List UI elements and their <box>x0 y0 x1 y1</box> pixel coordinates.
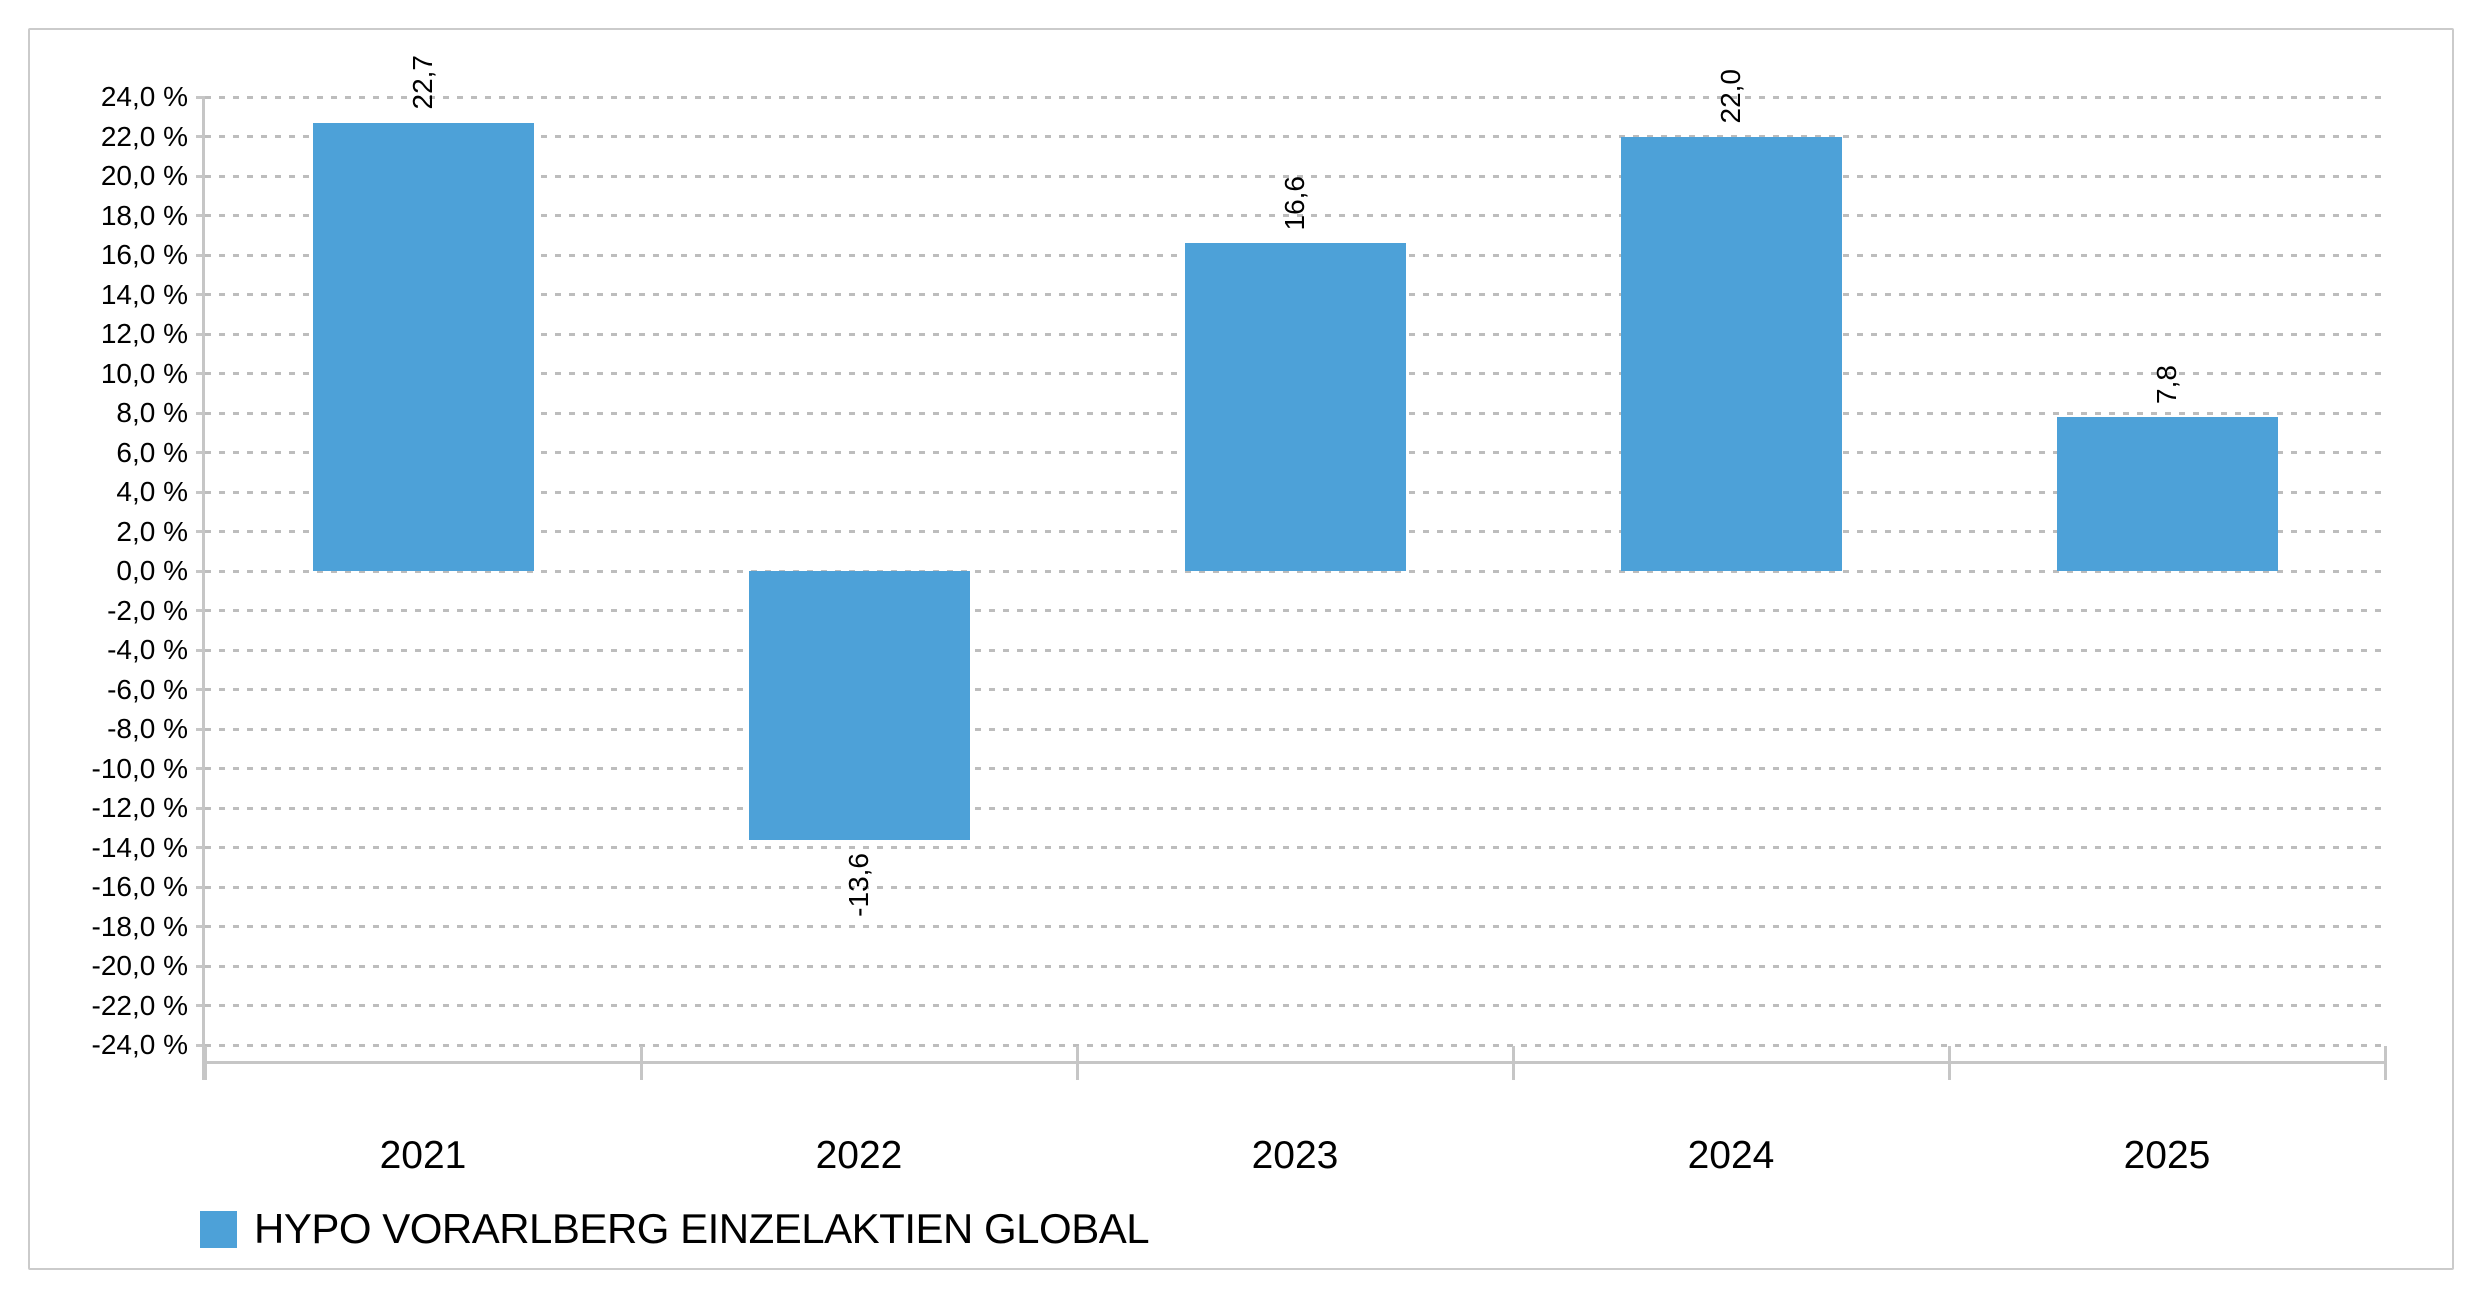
gridline <box>205 609 2385 612</box>
x-axis-label: 2023 <box>1251 1134 1339 1177</box>
y-axis-tick-label: -6,0 % <box>107 673 188 705</box>
gridline <box>205 767 2385 770</box>
bar-value-label: 22,0 <box>1715 69 1746 124</box>
y-axis-tick <box>196 846 205 849</box>
gridline <box>205 214 2385 217</box>
y-axis-tick-label: 12,0 % <box>100 318 188 349</box>
y-axis-tick-label: -10,0 % <box>91 752 189 784</box>
x-axis-tick <box>1075 1046 1079 1080</box>
y-axis-tick-label: -4,0 % <box>107 634 188 665</box>
gridline <box>205 95 2385 99</box>
y-axis-tick <box>196 885 205 889</box>
bar-value-label: 16,6 <box>1279 175 1310 231</box>
gridline <box>205 569 2385 573</box>
y-axis-tick <box>196 1004 205 1007</box>
y-axis-tick-label: 8,0 % <box>116 397 188 428</box>
bar <box>748 571 970 840</box>
y-axis-tick-label: -16,0 % <box>91 871 189 902</box>
gridline <box>205 174 2385 178</box>
y-axis-tick-label: -2,0 % <box>107 594 188 626</box>
y-axis-tick-label: -14,0 % <box>91 831 189 863</box>
y-axis-line <box>202 97 205 1080</box>
y-axis-tick <box>196 214 205 217</box>
bar-value-label: -13,6 <box>843 852 874 917</box>
bar <box>1184 243 1406 571</box>
y-axis-tick <box>196 609 205 612</box>
y-axis-tick <box>196 372 205 375</box>
gridline <box>205 964 2385 968</box>
gridline <box>205 846 2385 849</box>
x-axis-tick <box>639 1046 643 1080</box>
y-axis-tick-label: 14,0 % <box>100 278 188 310</box>
y-axis-tick <box>196 1043 205 1047</box>
y-axis-tick <box>196 332 205 336</box>
y-axis-tick-label: 0,0 % <box>116 555 188 586</box>
y-axis-tick <box>196 530 205 533</box>
gridline <box>205 1043 2385 1047</box>
y-axis-tick <box>196 925 205 928</box>
x-axis-label: 2022 <box>815 1134 903 1177</box>
y-axis-tick-label: -22,0 % <box>91 989 189 1021</box>
gridline <box>205 1004 2385 1007</box>
y-axis-tick-label: 2,0 % <box>116 515 188 547</box>
legend-swatch <box>200 1210 237 1248</box>
gridline <box>205 806 2385 810</box>
bar-value-label: 7,8 <box>2151 365 2182 404</box>
gridline <box>205 885 2385 889</box>
gridline <box>205 648 2385 652</box>
x-axis-label: 2021 <box>379 1134 467 1177</box>
y-axis-tick <box>196 253 205 257</box>
y-axis-tick-label: 10,0 % <box>100 357 188 389</box>
y-axis-tick <box>196 95 205 99</box>
x-axis-label: 2024 <box>1687 1134 1775 1177</box>
gridline <box>205 727 2385 731</box>
x-axis-tick <box>1947 1046 1951 1080</box>
y-axis-tick <box>196 727 205 731</box>
y-axis-tick-label: 18,0 % <box>100 199 188 231</box>
y-axis-tick-label: -8,0 % <box>107 713 188 744</box>
y-axis-tick <box>196 806 205 810</box>
y-axis-tick <box>196 174 205 178</box>
legend: HYPO VORARLBERG EINZELAKTIEN GLOBAL <box>200 1204 1150 1254</box>
gridline <box>205 688 2385 691</box>
y-axis-tick <box>196 964 205 968</box>
y-axis-tick-label: -20,0 % <box>91 950 189 981</box>
y-axis-tick <box>196 688 205 691</box>
bar <box>1620 136 1842 571</box>
y-axis-tick <box>196 451 205 454</box>
y-axis-tick-label: -18,0 % <box>91 910 189 942</box>
y-axis-tick-label: 6,0 % <box>116 436 188 468</box>
bar <box>312 122 534 571</box>
y-axis-tick <box>196 293 205 296</box>
x-axis-tick <box>1511 1046 1515 1080</box>
y-axis-tick-label: 16,0 % <box>100 239 188 270</box>
y-axis-tick-label: 20,0 % <box>100 160 188 191</box>
legend-label: HYPO VORARLBERG EINZELAKTIEN GLOBAL <box>254 1205 1150 1252</box>
y-axis-tick-label: 22,0 % <box>100 120 188 152</box>
bar-value-label: 22,7 <box>407 55 438 110</box>
x-axis-line <box>202 1061 2385 1064</box>
y-axis-tick-label: -24,0 % <box>91 1029 189 1060</box>
x-axis-tick <box>2383 1046 2387 1080</box>
y-axis-tick-label: 24,0 % <box>100 81 188 112</box>
y-axis-tick <box>196 135 205 138</box>
x-axis-label: 2025 <box>2123 1134 2211 1177</box>
y-axis-tick-label: 4,0 % <box>116 476 188 507</box>
y-axis-tick-label: -12,0 % <box>91 792 189 823</box>
gridline <box>205 925 2385 928</box>
y-axis-tick <box>196 411 205 415</box>
gridline <box>205 135 2385 138</box>
x-axis-tick <box>203 1046 207 1080</box>
y-axis-tick <box>196 490 205 494</box>
bar <box>2056 416 2278 571</box>
y-axis-tick <box>196 569 205 573</box>
y-axis-tick <box>196 648 205 652</box>
y-axis-tick <box>196 767 205 770</box>
